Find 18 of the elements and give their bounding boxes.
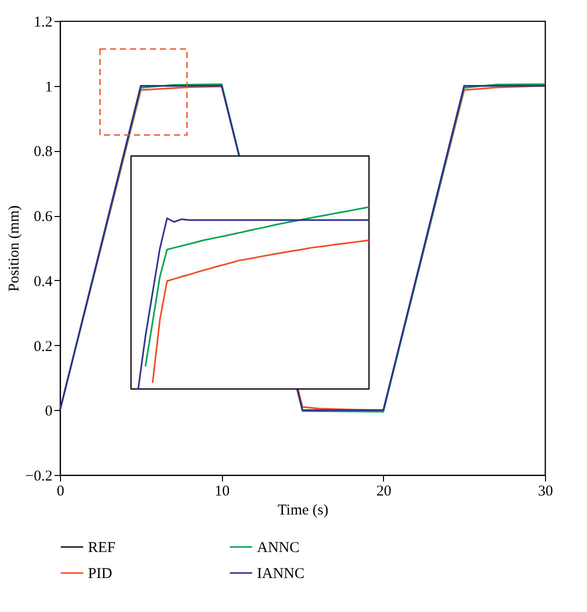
x-tick-label: 10: [214, 484, 230, 500]
legend-label: ANNC: [257, 540, 300, 556]
x-axis-title: Time (s): [278, 502, 328, 518]
legend-label: REF: [88, 540, 116, 556]
legend-label: PID: [88, 566, 112, 582]
x-tick-label: 0: [56, 484, 64, 500]
y-tick-label: 0.4: [34, 274, 53, 290]
y-tick-label: 0.6: [34, 209, 53, 226]
x-tick-label: 30: [538, 484, 553, 500]
x-tick-label: 20: [376, 484, 392, 500]
y-tick-label: 0.8: [34, 144, 52, 160]
legend-label: IANNC: [257, 566, 304, 582]
y-tick-label: 1.2: [34, 14, 52, 30]
y-tick-label: −0.2: [25, 468, 52, 484]
y-tick-label: 0: [45, 404, 52, 420]
y-axis-title: Position (mm): [6, 205, 22, 292]
y-tick-label: 0.2: [34, 338, 52, 355]
y-tick-label: 1: [45, 79, 52, 96]
